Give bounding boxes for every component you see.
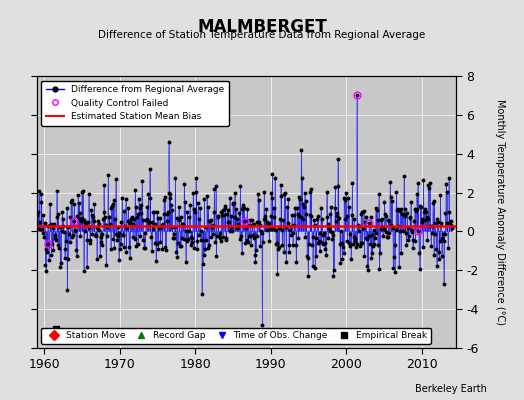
Legend: Station Move, Record Gap, Time of Obs. Change, Empirical Break: Station Move, Record Gap, Time of Obs. C… bbox=[41, 328, 431, 344]
Text: Difference of Station Temperature Data from Regional Average: Difference of Station Temperature Data f… bbox=[99, 30, 425, 40]
Text: MALMBERGET: MALMBERGET bbox=[197, 18, 327, 36]
Text: Berkeley Earth: Berkeley Earth bbox=[416, 384, 487, 394]
Y-axis label: Monthly Temperature Anomaly Difference (°C): Monthly Temperature Anomaly Difference (… bbox=[495, 99, 505, 325]
